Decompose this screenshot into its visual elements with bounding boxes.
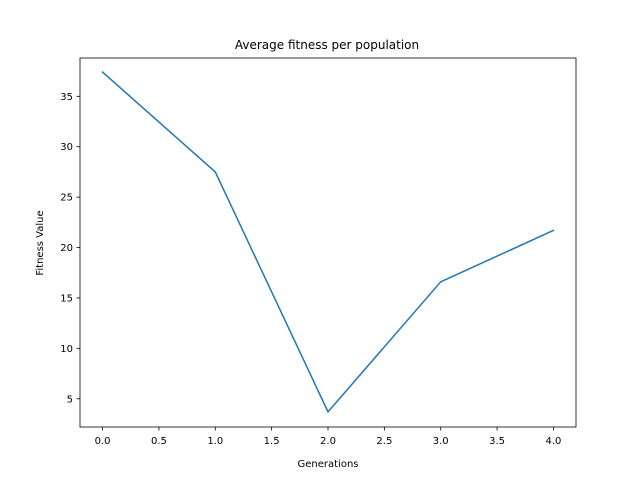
y-tick-label: 20: [60, 243, 73, 254]
x-axis: 0.0 0.5 1.0 1.5 2.0 2.5 3.0 3.5 4.0: [95, 427, 562, 447]
y-tick-label: 30: [60, 142, 73, 153]
x-tick-label: 2.5: [376, 436, 392, 447]
x-tick-label: 1.0: [207, 436, 223, 447]
x-tick-label: 4.0: [546, 436, 562, 447]
chart-title: Average fitness per population: [235, 38, 419, 52]
x-tick-label: 3.0: [433, 436, 449, 447]
x-tick-label: 2.0: [320, 436, 336, 447]
plot-background: [80, 58, 576, 427]
y-tick-label: 25: [60, 193, 73, 204]
y-axis: 5 10 15 20 25 30 35: [60, 92, 80, 405]
series-line-average-fitness: [101, 71, 555, 413]
x-tick-label: 3.5: [489, 436, 505, 447]
y-tick-label: 5: [67, 394, 73, 405]
y-tick-label: 15: [60, 293, 73, 304]
x-axis-label: Generations: [298, 459, 359, 470]
x-tick-label: 0.0: [95, 436, 111, 447]
x-tick-label: 0.5: [151, 436, 167, 447]
plot-area: [79, 57, 577, 428]
x-tick-label: 1.5: [264, 436, 280, 447]
y-tick-label: 35: [60, 92, 73, 103]
y-axis-label: Fitness Value: [35, 210, 46, 275]
y-tick-label: 10: [60, 344, 73, 355]
